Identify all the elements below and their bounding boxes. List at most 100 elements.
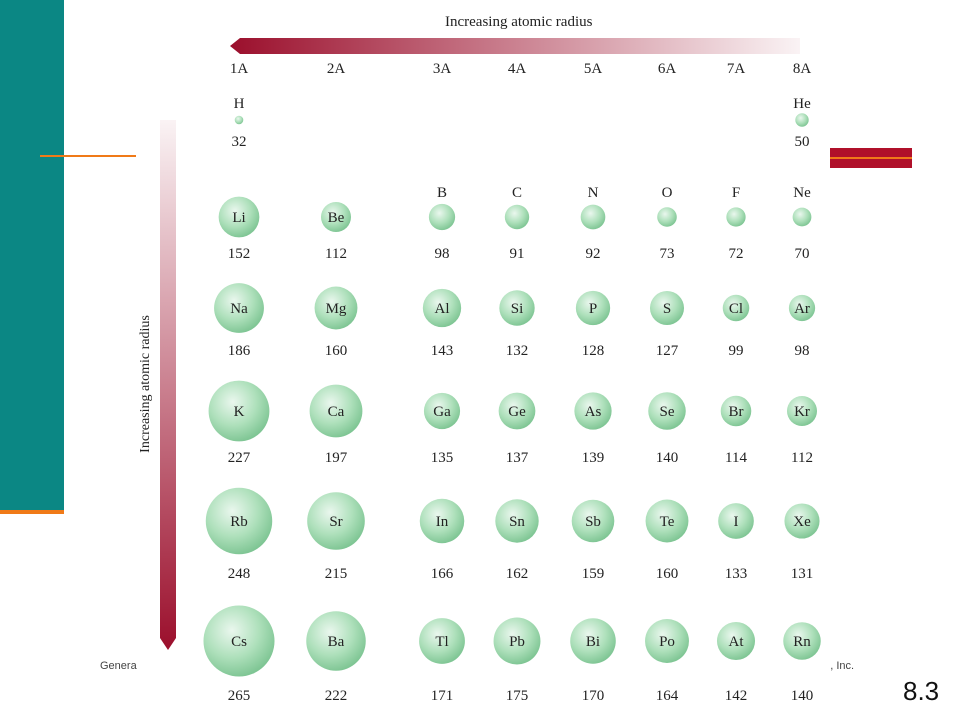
element-te: Te 160 bbox=[645, 499, 689, 582]
element-n: N 92 bbox=[580, 185, 606, 262]
group-label-6a: 6A bbox=[658, 61, 677, 77]
element-symbol: Pb bbox=[509, 634, 525, 650]
element-radius-value: 133 bbox=[725, 566, 748, 582]
atom-sphere bbox=[720, 395, 752, 427]
group-labels: 1A 2A 3A 4A 5A 6A 7A 8A bbox=[230, 61, 812, 77]
element-bi: Bi 170 bbox=[570, 618, 616, 704]
element-h: H 32 bbox=[232, 96, 247, 150]
element-mg: Mg 160 bbox=[314, 286, 358, 359]
atom-sphere bbox=[570, 618, 616, 664]
element-symbol: Li bbox=[232, 210, 245, 226]
element-symbol: C bbox=[512, 185, 522, 201]
element-p: P 128 bbox=[575, 290, 611, 359]
element-radius-value: 160 bbox=[325, 343, 348, 359]
group-label-4a: 4A bbox=[508, 61, 527, 77]
element-radius-value: 98 bbox=[435, 246, 450, 262]
element-radius-value: 142 bbox=[725, 688, 748, 704]
element-si: Si 132 bbox=[499, 290, 535, 359]
element-ga: Ga 135 bbox=[423, 392, 461, 466]
elements-layer: H 32 He 50 Li 152 Be 112 B 98 C 91 N 92 O 73 F 72 Ne 70 Na 18… bbox=[203, 96, 821, 704]
group-label-7a: 7A bbox=[727, 61, 746, 77]
atom-sphere bbox=[580, 204, 606, 230]
atom-sphere bbox=[423, 392, 461, 430]
element-rn: Rn 140 bbox=[783, 622, 821, 704]
element-symbol: Xe bbox=[793, 514, 811, 530]
element-radius-value: 164 bbox=[656, 688, 679, 704]
element-radius-value: 215 bbox=[325, 566, 348, 582]
element-radius-value: 170 bbox=[582, 688, 605, 704]
element-radius-value: 92 bbox=[586, 246, 601, 262]
element-symbol: P bbox=[589, 301, 597, 317]
element-radius-value: 139 bbox=[582, 450, 605, 466]
element-radius-value: 99 bbox=[729, 343, 744, 359]
element-radius-value: 73 bbox=[660, 246, 675, 262]
atom-sphere bbox=[645, 619, 689, 663]
orange-accent-bottom bbox=[0, 510, 64, 514]
top-axis-title: Increasing atomic radius bbox=[445, 14, 593, 30]
element-radius-value: 112 bbox=[325, 246, 347, 262]
element-symbol: I bbox=[734, 514, 739, 530]
element-radius-value: 140 bbox=[656, 450, 679, 466]
element-na: Na 186 bbox=[214, 283, 264, 359]
atom-sphere bbox=[657, 207, 677, 227]
element-br: Br 114 bbox=[720, 395, 752, 466]
atom-sphere bbox=[203, 605, 275, 677]
element-symbol: Ne bbox=[793, 185, 811, 201]
element-symbol: O bbox=[662, 185, 673, 201]
element-symbol: Kr bbox=[794, 404, 810, 420]
atom-sphere bbox=[495, 499, 539, 543]
element-li: Li 152 bbox=[218, 196, 260, 262]
element-s: S 127 bbox=[649, 290, 685, 359]
element-symbol: K bbox=[234, 404, 245, 420]
element-symbol: He bbox=[793, 96, 811, 112]
atom-sphere bbox=[419, 618, 465, 664]
orange-accent-line bbox=[40, 155, 136, 157]
atom-sphere bbox=[205, 487, 273, 555]
element-ba: Ba 222 bbox=[306, 611, 366, 704]
element-radius-value: 197 bbox=[325, 450, 348, 466]
element-k: K 227 bbox=[208, 380, 270, 466]
element-radius-value: 265 bbox=[228, 688, 251, 704]
group-label-5a: 5A bbox=[584, 61, 603, 77]
element-radius-value: 70 bbox=[795, 246, 810, 262]
element-rb: Rb 248 bbox=[205, 487, 273, 582]
element-kr: Kr 112 bbox=[786, 395, 818, 466]
atom-sphere bbox=[574, 392, 612, 430]
element-symbol: Rb bbox=[230, 514, 248, 530]
element-symbol: S bbox=[663, 301, 671, 317]
element-f: F 72 bbox=[726, 185, 746, 262]
atom-sphere bbox=[571, 499, 615, 543]
element-radius-value: 128 bbox=[582, 343, 605, 359]
element-symbol: H bbox=[234, 96, 245, 112]
element-as: As 139 bbox=[574, 392, 612, 466]
element-ca: Ca 197 bbox=[309, 384, 363, 466]
element-symbol: Na bbox=[230, 301, 248, 317]
element-al: Al 143 bbox=[422, 288, 462, 359]
element-ne: Ne 70 bbox=[792, 185, 812, 262]
element-symbol: Ca bbox=[328, 404, 345, 420]
atom-sphere bbox=[309, 384, 363, 438]
element-symbol: At bbox=[729, 634, 745, 650]
atom-sphere bbox=[208, 380, 270, 442]
atom-sphere bbox=[716, 621, 756, 661]
element-radius-value: 248 bbox=[228, 566, 251, 582]
element-symbol: Se bbox=[660, 404, 675, 420]
atom-sphere bbox=[788, 294, 816, 322]
atom-sphere bbox=[795, 113, 809, 127]
atom-sphere bbox=[645, 499, 689, 543]
element-symbol: Bi bbox=[586, 634, 600, 650]
element-at: At 142 bbox=[716, 621, 756, 704]
vertical-radius-arrow bbox=[160, 120, 176, 650]
footer-left-text: Genera bbox=[100, 660, 137, 672]
element-symbol: Po bbox=[659, 634, 675, 650]
element-symbol: Sr bbox=[329, 514, 342, 530]
element-symbol: Br bbox=[729, 404, 744, 420]
element-ar: Ar 98 bbox=[788, 294, 816, 359]
element-symbol: In bbox=[436, 514, 449, 530]
group-label-8a: 8A bbox=[793, 61, 812, 77]
atom-sphere bbox=[234, 115, 244, 125]
element-radius-value: 222 bbox=[325, 688, 348, 704]
element-radius-value: 50 bbox=[795, 134, 810, 150]
atom-sphere bbox=[648, 392, 686, 430]
